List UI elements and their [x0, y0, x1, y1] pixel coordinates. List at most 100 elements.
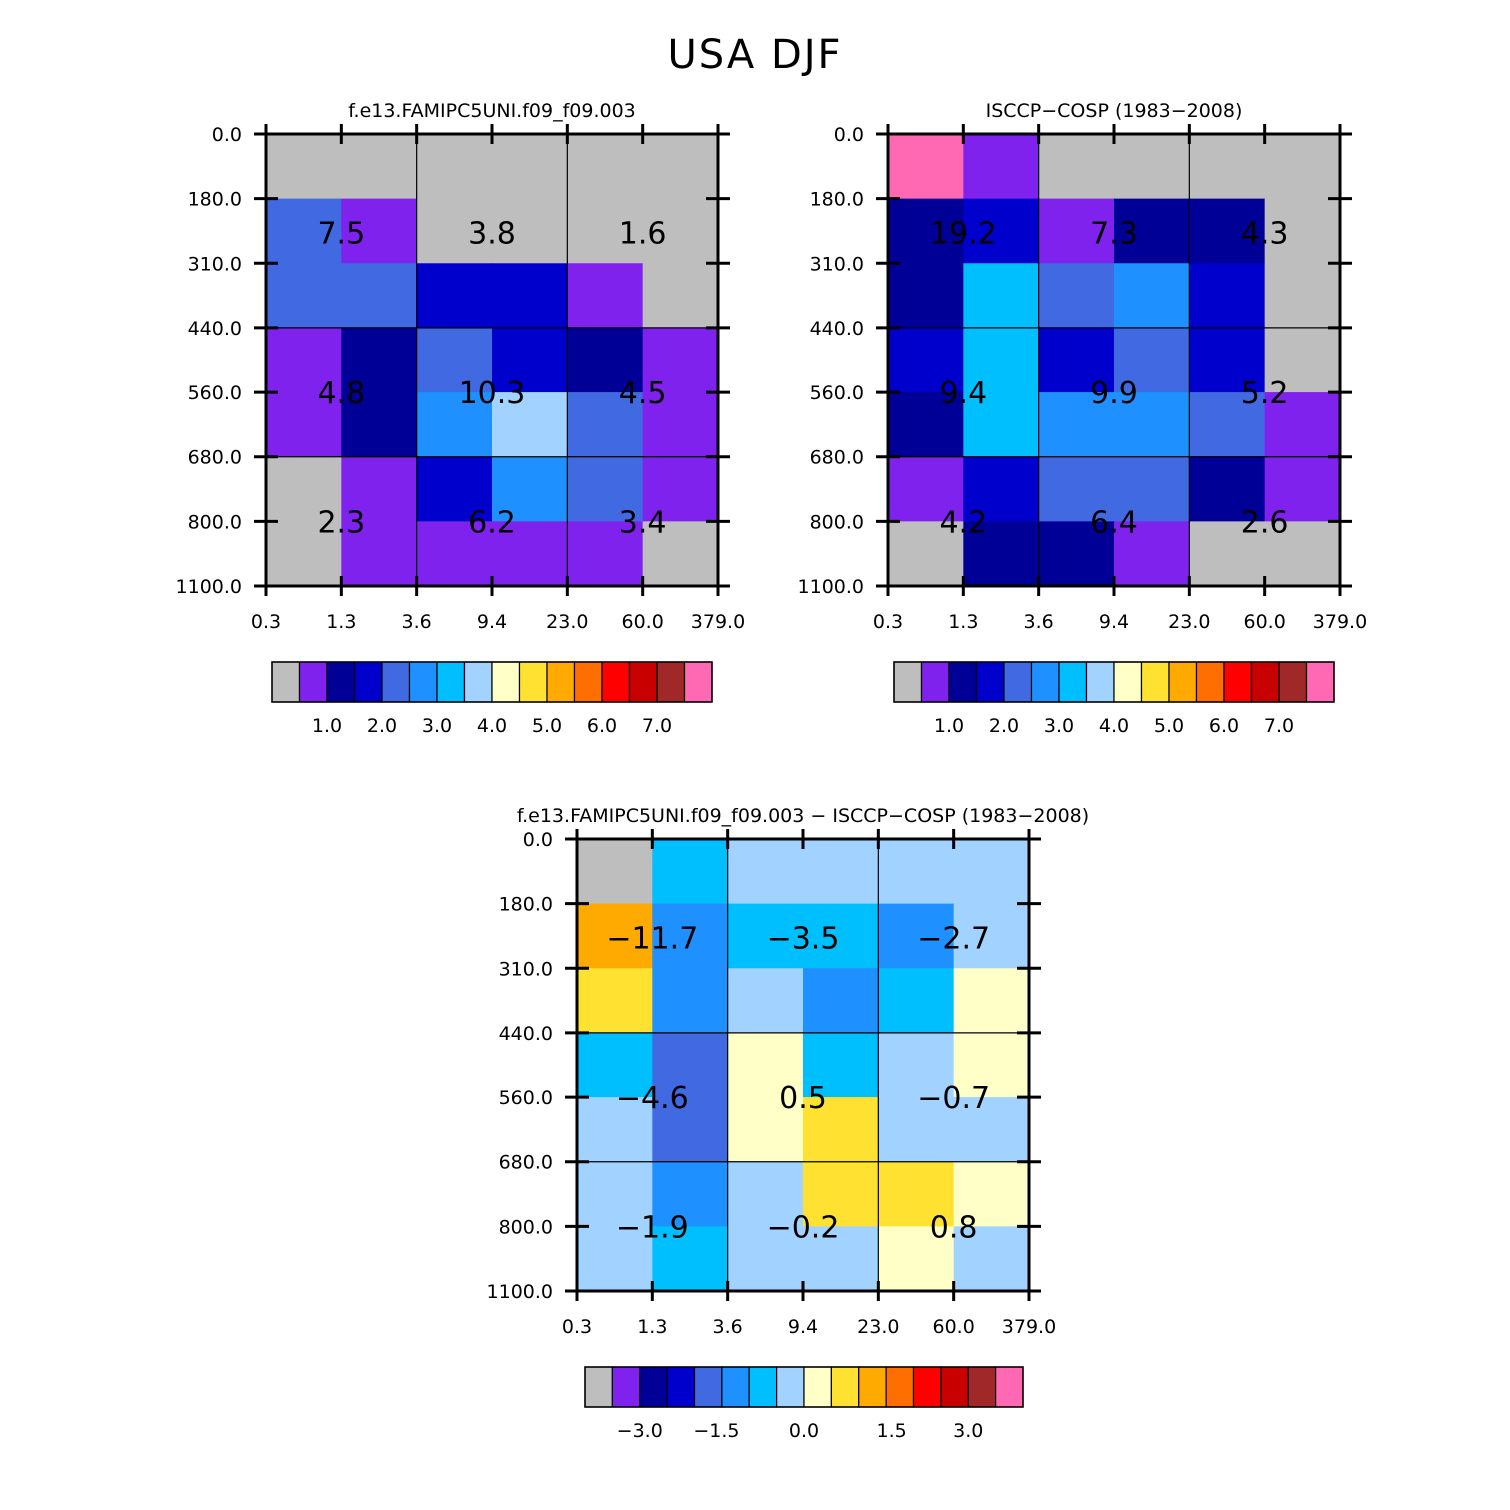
- colorbar-swatch: [1195, 661, 1225, 703]
- colorbar-label: 2.0: [367, 715, 397, 737]
- heatmap-cell: [963, 198, 1040, 264]
- heatmap-cell: [577, 968, 653, 1034]
- box-value-label: 4.2: [939, 505, 987, 540]
- y-tick-label: 440.0: [499, 1023, 553, 1045]
- box-value-label: 3.4: [619, 505, 667, 540]
- colorbar-label: 6.0: [1209, 715, 1239, 737]
- heatmap-cell: [577, 1097, 653, 1163]
- colorbar-label: 1.0: [312, 715, 342, 737]
- box-value-label: 5.2: [1241, 376, 1289, 411]
- colorbar-swatch: [584, 1366, 613, 1408]
- heatmap-cell: [727, 1226, 804, 1292]
- box-value-label: 1.6: [619, 217, 667, 252]
- heatmap-cell: [803, 839, 879, 905]
- heatmap-cell: [642, 327, 719, 393]
- y-tick-label: 0.0: [212, 124, 242, 146]
- box-value-label: −3.5: [767, 922, 840, 957]
- heatmap-cell: [878, 968, 955, 1034]
- heatmap-cell: [1264, 134, 1341, 200]
- y-tick-label: 440.0: [188, 318, 242, 340]
- colorbar-label: 2.0: [989, 715, 1019, 737]
- box-value-label: 7.3: [1090, 217, 1138, 252]
- box-value-label: −2.7: [917, 922, 990, 957]
- colorbar-swatch: [1140, 661, 1170, 703]
- box-value-label: 2.6: [1241, 505, 1289, 540]
- heatmap-cell: [1189, 198, 1266, 264]
- heatmap-cell: [416, 456, 493, 522]
- heatmap-cell: [577, 903, 653, 969]
- heatmap-cell: [1189, 134, 1266, 200]
- heatmap-cell: [642, 263, 719, 329]
- heatmap-cell: [492, 521, 568, 587]
- x-tick-label: 60.0: [1244, 611, 1286, 633]
- colorbar-label: 1.0: [934, 715, 964, 737]
- colorbar-swatch: [491, 661, 521, 703]
- heatmap-cell: [416, 198, 493, 264]
- heatmap-cell: [567, 521, 644, 587]
- y-tick-label: 1100.0: [487, 1281, 553, 1303]
- heatmap-cell: [416, 134, 493, 200]
- heatmap-cell: [1264, 392, 1341, 458]
- heatmap-cell: [577, 1161, 653, 1227]
- heatmap-cell: [963, 327, 1040, 393]
- heatmap-cell: [1264, 327, 1341, 393]
- x-tick-label: 60.0: [622, 611, 664, 633]
- heatmap-cell: [642, 521, 719, 587]
- x-tick-label: 0.3: [251, 611, 281, 633]
- box-value-label: 2.3: [317, 505, 365, 540]
- colorbar-swatch: [940, 1366, 969, 1408]
- heatmap-cell: [492, 456, 568, 522]
- colorbar-swatch: [912, 1366, 942, 1408]
- heatmap-cell: [652, 903, 729, 969]
- heatmap-cell: [492, 327, 568, 393]
- x-tick-label: 1.3: [948, 611, 978, 633]
- x-tick-label: 23.0: [546, 611, 588, 633]
- y-tick-label: 560.0: [499, 1087, 553, 1109]
- colorbar-label: 0.0: [789, 1420, 819, 1442]
- heatmap-cell: [266, 134, 342, 200]
- x-tick-label: 9.4: [1099, 611, 1129, 633]
- colorbar-swatch: [463, 661, 493, 703]
- box-value-label: 4.8: [317, 376, 365, 411]
- colorbar-swatch: [995, 1366, 1024, 1408]
- heatmap-cell: [642, 456, 719, 522]
- panel-title: f.e13.FAMIPC5UNI.f09_f09.003 − ISCCP−COS…: [517, 805, 1089, 827]
- colorbar-label: −1.5: [693, 1420, 739, 1442]
- colorbar-swatch: [948, 661, 978, 703]
- heatmap-cell: [567, 263, 644, 329]
- box-value-label: 0.5: [779, 1081, 827, 1116]
- colorbar-label: 6.0: [587, 715, 617, 737]
- panel-title: ISCCP−COSP (1983−2008): [986, 100, 1243, 122]
- x-tick-label: 1.3: [637, 1316, 667, 1338]
- box-value-label: 4.3: [1241, 217, 1289, 252]
- heatmap-cell: [652, 1226, 729, 1292]
- colorbar-swatch: [656, 661, 686, 703]
- colorbar-swatch: [381, 661, 411, 703]
- y-tick-label: 560.0: [188, 382, 242, 404]
- box-value-label: 4.5: [619, 376, 667, 411]
- colorbar-frame: [584, 1366, 1024, 1408]
- colorbar-swatch: [693, 1366, 723, 1408]
- x-tick-label: 1.3: [326, 611, 356, 633]
- heatmap-cell: [878, 1032, 955, 1098]
- heatmap-cell: [642, 392, 719, 458]
- heatmap-cell: [888, 456, 964, 522]
- heatmap-cell: [727, 839, 804, 905]
- y-tick-label: 310.0: [188, 253, 242, 275]
- heatmap-cell: [416, 521, 493, 587]
- heatmap-cell: [963, 521, 1040, 587]
- colorbar-swatch: [666, 1366, 696, 1408]
- heatmap-cell: [963, 392, 1040, 458]
- colorbar-swatch: [858, 1366, 887, 1408]
- x-tick-label: 23.0: [1168, 611, 1210, 633]
- heatmap-cell: [1114, 456, 1190, 522]
- heatmap-cell: [341, 456, 418, 522]
- heatmap-cell: [803, 1226, 879, 1292]
- heatmap-cell: [1264, 456, 1341, 522]
- box-value-label: 7.5: [317, 217, 365, 252]
- heatmap-cell: [266, 263, 342, 329]
- heatmap-cell: [953, 1226, 1030, 1292]
- colorbar-swatch: [298, 661, 328, 703]
- box-value-label: 9.4: [939, 376, 987, 411]
- colorbar-swatch: [408, 661, 438, 703]
